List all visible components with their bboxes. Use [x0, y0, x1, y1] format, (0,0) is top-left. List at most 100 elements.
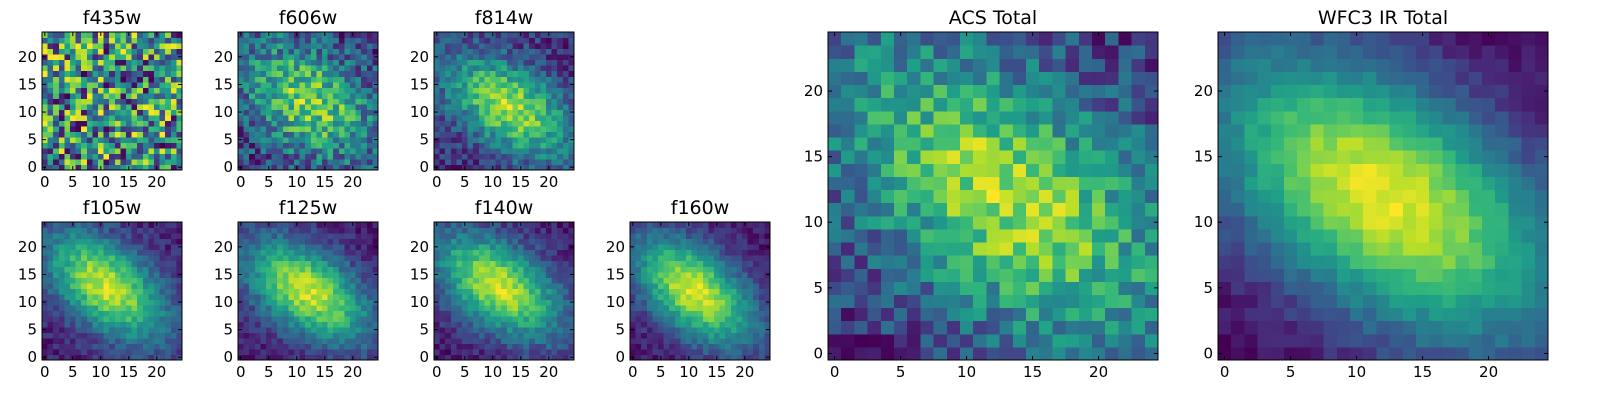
heatmap-cell — [344, 310, 351, 317]
heatmap-cell — [114, 136, 121, 143]
heatmap-cell — [518, 70, 525, 77]
heatmap-cell — [764, 348, 771, 356]
heatmap-cell — [725, 222, 732, 229]
heatmap-cell — [456, 354, 463, 361]
heatmap-cell — [540, 43, 547, 50]
heatmap-cell — [747, 293, 754, 300]
heatmap-cell — [327, 222, 334, 229]
heatmap-cell — [42, 59, 49, 66]
heatmap-cell — [663, 293, 670, 300]
x-tick-label: 0 — [236, 173, 246, 191]
heatmap-cell — [714, 282, 721, 289]
heatmap-cell — [490, 343, 497, 350]
heatmap-cell — [753, 315, 760, 322]
heatmap-cell — [277, 304, 284, 311]
heatmap-cell — [271, 43, 278, 50]
heatmap-cell — [551, 136, 558, 143]
heatmap-cell — [719, 299, 726, 306]
heatmap-cell — [1105, 255, 1119, 269]
heatmap-cell — [170, 142, 177, 149]
heatmap-cell — [137, 222, 144, 229]
heatmap-cell — [64, 249, 71, 256]
heatmap-cell — [322, 37, 329, 44]
panel-title: f606w — [279, 7, 338, 29]
heatmap-cell — [47, 315, 54, 322]
heatmap-cell — [75, 92, 82, 99]
heatmap-cell — [742, 282, 749, 289]
heatmap-cell — [322, 326, 329, 333]
heatmap-cell — [322, 48, 329, 55]
heatmap-cell — [299, 92, 306, 99]
heatmap-cell — [450, 332, 457, 339]
heatmap-cell — [674, 310, 681, 317]
heatmap-cell — [495, 109, 502, 116]
heatmap-cell — [327, 244, 334, 251]
heatmap-cell — [841, 294, 855, 309]
heatmap-cell — [103, 271, 110, 278]
heatmap-cell — [148, 315, 155, 322]
heatmap-cell — [137, 354, 144, 361]
heatmap-cell — [75, 103, 82, 110]
heatmap-cell — [254, 92, 261, 99]
heatmap-cell — [361, 147, 368, 155]
heatmap-cell — [674, 249, 681, 256]
heatmap-cell — [467, 354, 474, 361]
heatmap-cell — [137, 54, 144, 61]
heatmap-cell — [534, 87, 541, 94]
heatmap-cell — [148, 348, 155, 356]
heatmap-cell — [75, 109, 82, 116]
heatmap-cell — [523, 120, 530, 127]
heatmap-cell — [350, 92, 357, 99]
heatmap-cell — [338, 103, 345, 110]
heatmap-cell — [708, 227, 715, 234]
heatmap-cell — [98, 238, 105, 245]
heatmap-cell — [92, 238, 99, 245]
heatmap-cell — [64, 114, 71, 121]
heatmap-cell — [669, 326, 676, 333]
heatmap-cell — [366, 343, 373, 350]
heatmap-cell — [64, 125, 71, 132]
heatmap-cell — [518, 114, 525, 121]
heatmap-cell — [478, 299, 485, 306]
heatmap-cell — [344, 54, 351, 61]
heatmap-cell — [501, 249, 508, 256]
heatmap-cell — [501, 158, 508, 166]
heatmap-cell — [697, 222, 704, 229]
heatmap-cell — [327, 65, 334, 72]
heatmap-cell — [730, 299, 737, 306]
heatmap-cell — [355, 304, 362, 311]
heatmap-cell — [568, 32, 575, 39]
heatmap-cell — [299, 136, 306, 143]
heatmap-cell — [557, 59, 564, 66]
heatmap-cell — [165, 65, 172, 72]
heatmap-cell — [506, 120, 513, 127]
heatmap-cell — [473, 98, 480, 105]
heatmap-cell — [114, 282, 121, 289]
heatmap-cell — [86, 343, 93, 350]
heatmap-cell — [663, 227, 670, 234]
heatmap-cell — [238, 114, 245, 121]
heatmap-cell — [120, 315, 127, 322]
heatmap-cell — [646, 249, 653, 256]
heatmap-cell — [47, 310, 54, 317]
heatmap-cell — [42, 233, 49, 240]
heatmap-cell — [445, 70, 452, 77]
heatmap-cell — [894, 189, 908, 204]
heatmap-cell — [753, 343, 760, 350]
heatmap-cell — [635, 299, 642, 306]
heatmap-cell — [254, 249, 261, 256]
heatmap-cell — [691, 260, 698, 267]
heatmap-cell — [64, 70, 71, 77]
heatmap-cell — [294, 147, 301, 155]
heatmap-cell — [562, 120, 569, 127]
heatmap-cell — [484, 299, 491, 306]
heatmap-cell — [148, 136, 155, 143]
heatmap-cell — [506, 288, 513, 295]
heatmap-cell — [658, 244, 665, 251]
heatmap-cell — [338, 304, 345, 311]
heatmap-cell — [333, 147, 340, 155]
heatmap-cell — [176, 293, 183, 300]
heatmap-cell — [445, 131, 452, 138]
heatmap-cell — [652, 227, 659, 234]
heatmap-cell — [445, 310, 452, 317]
